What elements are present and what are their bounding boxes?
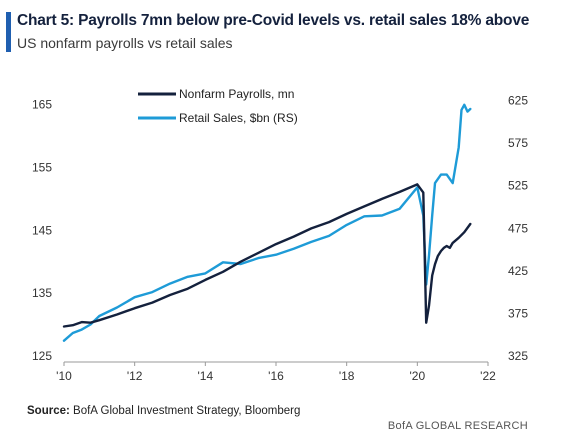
x-tick-label: '16 (268, 369, 284, 383)
title-accent-bar (6, 12, 11, 52)
chart-title: Chart 5: Payrolls 7mn below pre-Covid le… (17, 12, 530, 29)
legend-label-payrolls: Nonfarm Payrolls, mn (179, 87, 294, 101)
y-right-tick-label: 375 (508, 306, 528, 320)
x-tick-label: '12 (127, 369, 143, 383)
y-right-tick-label: 425 (508, 264, 528, 278)
y-right-tick-label: 625 (508, 94, 528, 108)
legend-label-retail: Retail Sales, $bn (RS) (179, 111, 298, 125)
y-left-tick-label: 125 (32, 349, 52, 363)
y-right-tick-label: 325 (508, 349, 528, 363)
y-left-tick-label: 165 (32, 98, 52, 112)
y-left-tick-label: 135 (32, 286, 52, 300)
y-right-tick-label: 575 (508, 136, 528, 150)
brand-footer: BofA GLOBAL RESEARCH (387, 420, 528, 432)
payrolls-series-line (62, 183, 472, 328)
source-text: BofA Global Investment Strategy, Bloombe… (73, 405, 301, 417)
x-tick-label: '14 (198, 369, 214, 383)
x-tick-label: '10 (56, 369, 72, 383)
y-left-tick-label: 145 (32, 223, 52, 237)
source-label: Source: (27, 405, 70, 417)
source-note: Source: BofA Global Investment Strategy,… (27, 405, 300, 417)
x-tick-label: '18 (339, 369, 355, 383)
chart-subtitle: US nonfarm payrolls vs retail sales (17, 35, 233, 51)
y-right-tick-label: 475 (508, 221, 528, 235)
y-left-tick-label: 155 (32, 160, 52, 174)
x-tick-label: '20 (410, 369, 426, 383)
x-tick-label: '22 (480, 369, 496, 383)
retail-sales-series-line (62, 103, 472, 342)
y-right-tick-label: 525 (508, 179, 528, 193)
